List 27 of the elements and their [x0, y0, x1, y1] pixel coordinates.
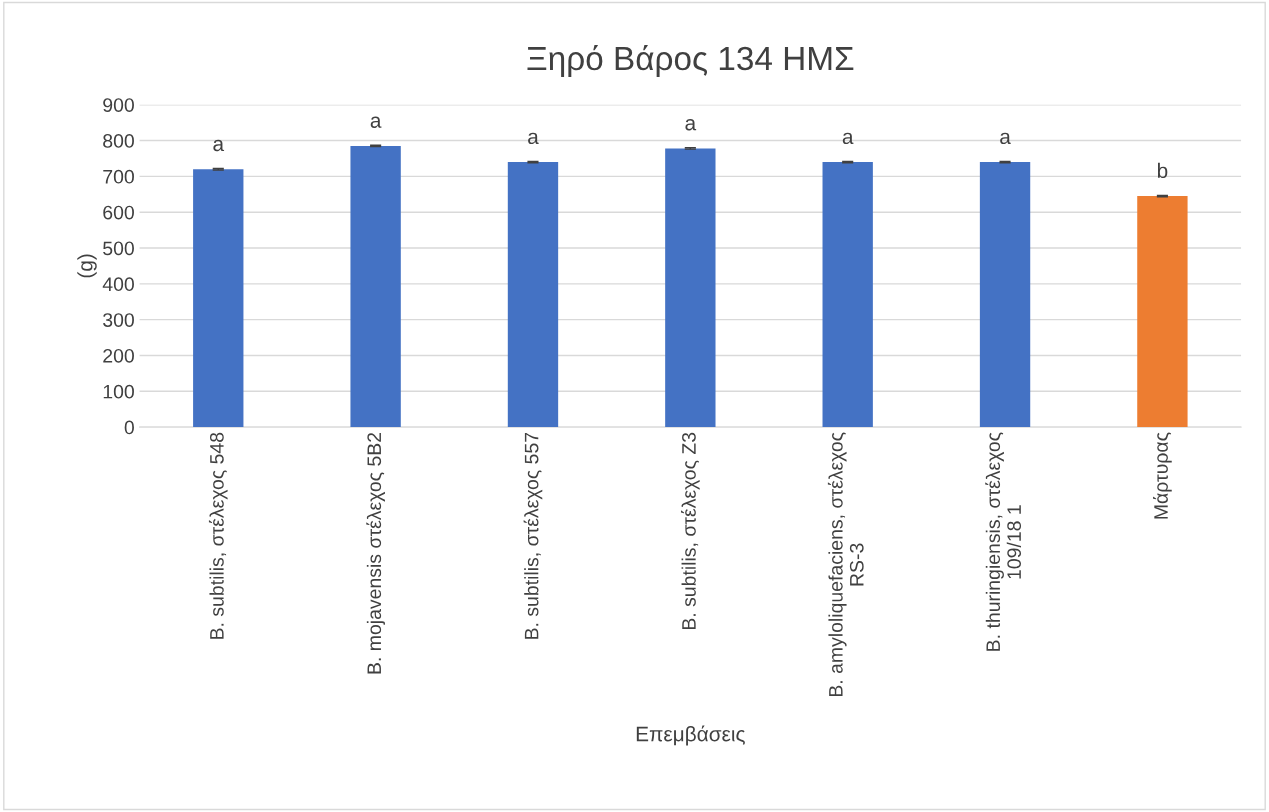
annotation: a [1000, 132, 1011, 145]
annotation: a [685, 119, 697, 131]
annotation: a [842, 132, 854, 145]
y-tick-label: 600 [103, 205, 134, 220]
x-axis-title: Επεμβάσεις [636, 725, 745, 746]
x-tick-label: Μάρτυρας [1153, 432, 1172, 519]
x-tick-label: B. subtilis, στέλεχος 548 [208, 432, 228, 639]
x-tick-label: B. mojavensis στέλεχος 5B2 [366, 432, 385, 674]
annotation: a [370, 116, 382, 128]
y-tick-label: 100 [103, 384, 134, 399]
chart-title: Ξηρό Βάρος 134 ΗΜΣ [527, 44, 854, 77]
x-tick-label: B. amyloliquefaciens, στέλεχος RS-3 [827, 432, 864, 697]
y-tick-label: 200 [103, 348, 134, 363]
y-tick-label: 400 [102, 277, 134, 292]
y-tick-label: 500 [103, 241, 134, 256]
x-tick-label: B. thuringiensis, στέλεχος 109/18 1 [985, 432, 1022, 651]
y-tick-label: 700 [103, 169, 134, 184]
x-tick-label: B. subtilis, στέλεχος Z3 [680, 432, 700, 630]
annotation: b [1157, 162, 1168, 179]
annotation: a [528, 132, 539, 145]
y-tick-label: 800 [103, 134, 134, 148]
x-tick-label: B. subtilis, στέλεχος 557 [523, 432, 543, 639]
y-tick-label: 300 [103, 313, 134, 327]
annotation: a [213, 139, 225, 152]
y-tick-label: 0 [124, 420, 134, 435]
y-tick-label: 900 [103, 98, 134, 112]
y-axis-title: (g) [77, 254, 97, 278]
